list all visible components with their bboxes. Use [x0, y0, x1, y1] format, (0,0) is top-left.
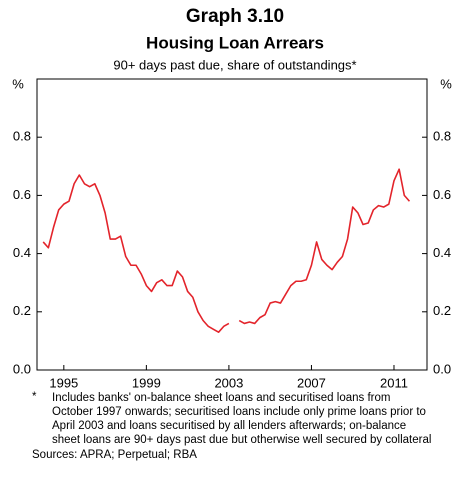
- x-tick-label: 2011: [380, 375, 408, 390]
- footnote-line: October 1997 onwards; securitised loans …: [52, 406, 426, 418]
- data-line: [238, 168, 411, 325]
- chart-description: 90+ days past due, share of outstandings…: [113, 57, 356, 72]
- y-unit-left: %: [12, 76, 24, 91]
- y-unit-right: %: [440, 76, 452, 91]
- y-tick-label: 0.4: [13, 245, 31, 260]
- x-tick-label: 1999: [132, 375, 161, 390]
- data-line: [42, 174, 230, 333]
- chart-subtitle: Housing Loan Arrears: [146, 33, 324, 52]
- y-tick-label-right: 0.0: [433, 361, 451, 376]
- y-tick-label-right: 0.4: [433, 245, 451, 260]
- y-tick-label: 0.6: [13, 187, 31, 202]
- y-tick-label: 0.2: [13, 303, 31, 318]
- footnote-line: April 2003 and loans securitised by all …: [52, 420, 406, 432]
- chart-title: Graph 3.10: [186, 6, 284, 27]
- y-tick-label: 0.8: [13, 129, 31, 144]
- x-tick-label: 1995: [49, 375, 78, 390]
- y-tick-label: 0.0: [13, 361, 31, 376]
- footnote-line: Includes banks' on-balance sheet loans a…: [52, 392, 390, 404]
- y-tick-label-right: 0.2: [433, 303, 451, 318]
- x-tick-label: 2007: [297, 375, 326, 390]
- y-tick-label-right: 0.6: [433, 187, 451, 202]
- y-tick-label-right: 0.8: [433, 129, 451, 144]
- source: Sources: APRA; Perpetual; RBA: [32, 449, 197, 461]
- footnote-marker: *: [32, 391, 37, 403]
- x-tick-label: 2003: [214, 375, 243, 390]
- footnote-line: sheet loans are 90+ days past due but ot…: [52, 434, 431, 446]
- plot-frame: [36, 78, 428, 371]
